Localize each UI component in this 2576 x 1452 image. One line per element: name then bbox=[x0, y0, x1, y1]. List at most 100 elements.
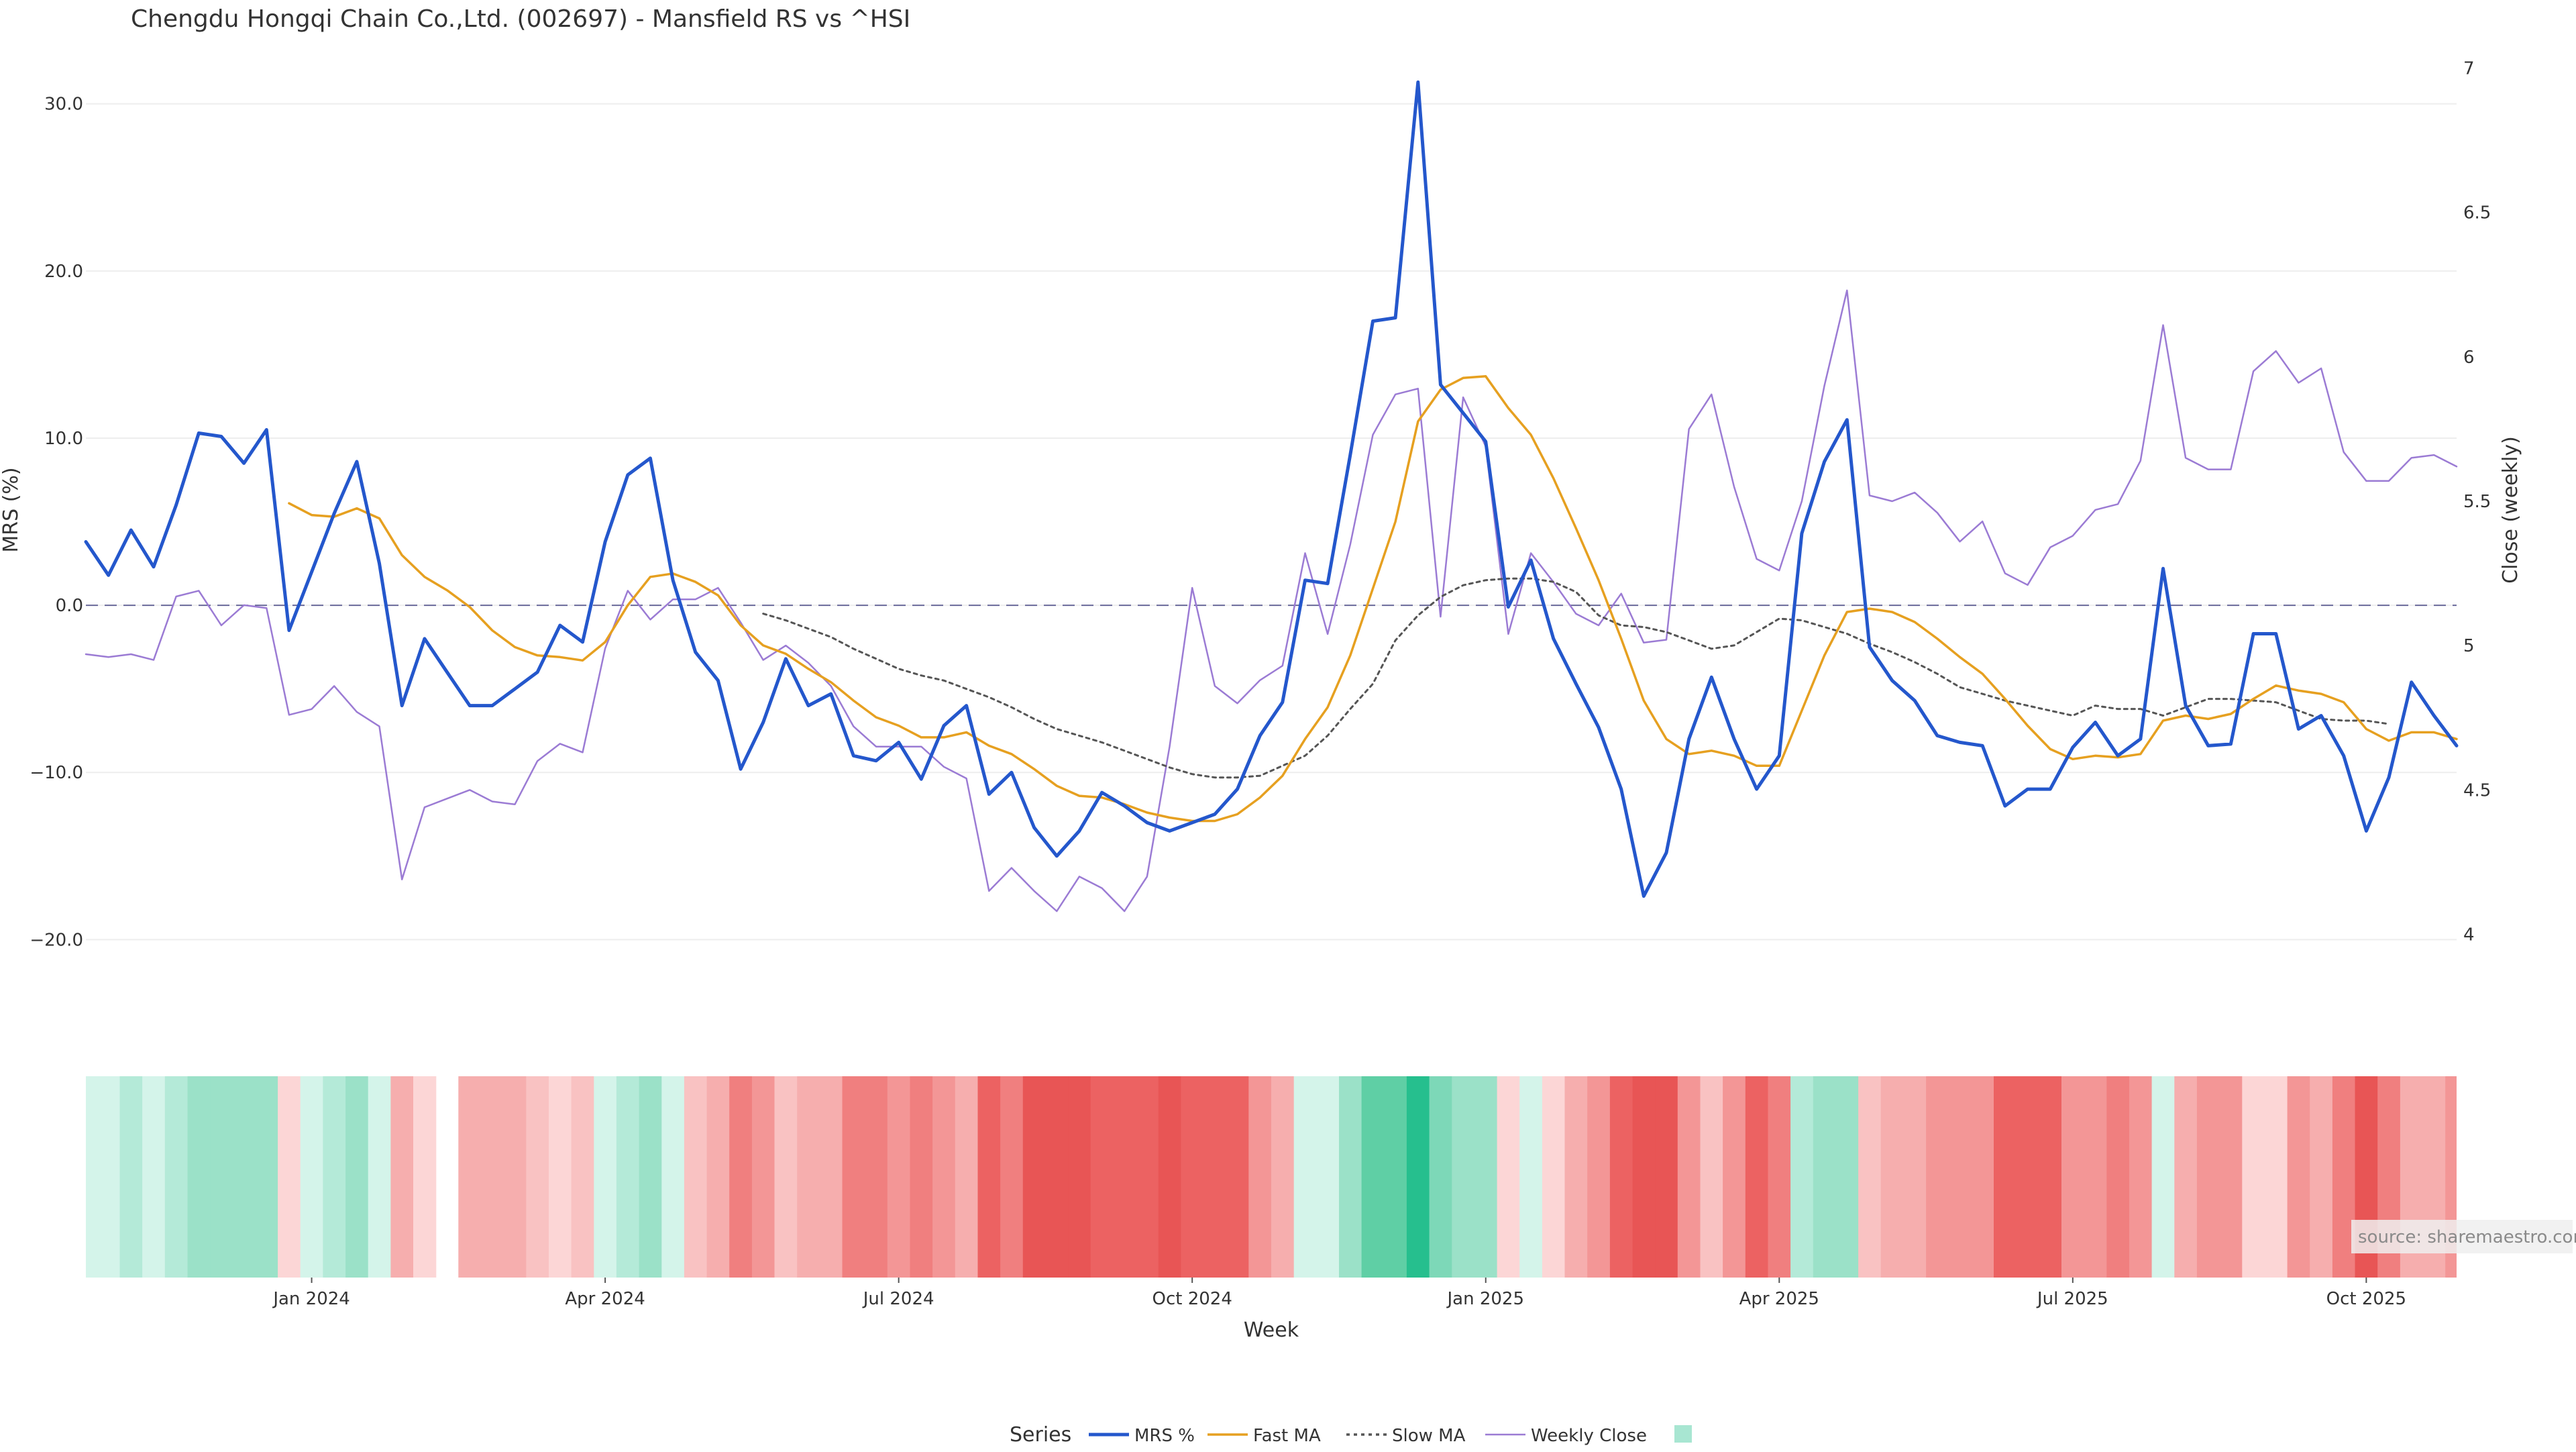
heatmap-cell bbox=[1880, 1076, 1904, 1278]
source-watermark: source: sharemaestro.com bbox=[2351, 1220, 2576, 1253]
heatmap-cell bbox=[210, 1076, 233, 1278]
y-right-tick-label: 6 bbox=[2463, 348, 2475, 368]
y-right-tick-label: 7 bbox=[2463, 59, 2475, 79]
heatmap-cell bbox=[684, 1076, 708, 1278]
heatmap-cell bbox=[2196, 1076, 2220, 1278]
y-left-tick-label: −20.0 bbox=[30, 930, 83, 950]
y-left-tick-label: 0.0 bbox=[56, 596, 83, 616]
heatmap-cell bbox=[503, 1076, 527, 1278]
heatmap-cell bbox=[1519, 1076, 1543, 1278]
x-tick-label: Jan 2025 bbox=[1446, 1289, 1524, 1309]
heatmap-cell bbox=[1406, 1076, 1430, 1278]
heatmap-cell bbox=[1971, 1076, 1994, 1278]
heatmap-cell bbox=[2061, 1076, 2085, 1278]
heatmap-cell bbox=[2129, 1076, 2153, 1278]
heatmap-cell bbox=[661, 1076, 685, 1278]
legend-label: Fast MA bbox=[1253, 1426, 1321, 1446]
heatmap-cell bbox=[1293, 1076, 1317, 1278]
heatmap-cell bbox=[1926, 1076, 1949, 1278]
heatmap-cell bbox=[1677, 1076, 1701, 1278]
heatmap-cell bbox=[97, 1076, 121, 1278]
y-left-tick-label: 20.0 bbox=[44, 262, 83, 282]
y-right-tick-label: 5.5 bbox=[2463, 492, 2491, 512]
heatmap-cell bbox=[2106, 1076, 2130, 1278]
heatmap-cell bbox=[1609, 1076, 1633, 1278]
x-axis-title: Week bbox=[1244, 1318, 1299, 1342]
heatmap-cell bbox=[187, 1076, 211, 1278]
heatmap-cell bbox=[1248, 1076, 1272, 1278]
heatmap-cell bbox=[819, 1076, 843, 1278]
heatmap-cell bbox=[2287, 1076, 2310, 1278]
x-tick-label: Oct 2024 bbox=[1152, 1289, 1232, 1309]
x-tick-label: Jul 2024 bbox=[862, 1289, 934, 1309]
heatmap-cell bbox=[323, 1076, 346, 1278]
heatmap-cell bbox=[1790, 1076, 1814, 1278]
heatmap-cell bbox=[1768, 1076, 1791, 1278]
heatmap-cell bbox=[1136, 1076, 1159, 1278]
heatmap-cell bbox=[119, 1076, 143, 1278]
heatmap-cell bbox=[2039, 1076, 2062, 1278]
heatmap-cell bbox=[142, 1076, 166, 1278]
heatmap-cell bbox=[1452, 1076, 1475, 1278]
x-tick-label: Jan 2024 bbox=[272, 1289, 350, 1309]
heatmap-cell bbox=[1723, 1076, 1746, 1278]
heatmap-cell bbox=[255, 1076, 278, 1278]
heatmap-cell bbox=[1068, 1076, 1091, 1278]
heatmap-cell bbox=[300, 1076, 323, 1278]
heatmap-cell bbox=[729, 1076, 753, 1278]
heatmap-cell bbox=[1339, 1076, 1362, 1278]
y-left-tick-label: 10.0 bbox=[44, 429, 83, 449]
legend-swatch bbox=[1674, 1425, 1692, 1443]
heatmap-cell bbox=[1835, 1076, 1859, 1278]
heatmap-cell bbox=[1271, 1076, 1295, 1278]
y-left-tick-label: 30.0 bbox=[44, 95, 83, 115]
heatmap-cell bbox=[2310, 1076, 2333, 1278]
fast-ma-line bbox=[288, 375, 2458, 823]
heatmap-cell bbox=[2151, 1076, 2175, 1278]
heatmap-cell bbox=[278, 1076, 301, 1278]
source-label: source: sharemaestro.com bbox=[2358, 1227, 2576, 1247]
heatmap-cell bbox=[774, 1076, 798, 1278]
heatmap-cell bbox=[571, 1076, 594, 1278]
heatmap-cell bbox=[1181, 1076, 1204, 1278]
series-layer bbox=[84, 80, 2459, 913]
heatmap-cell bbox=[706, 1076, 730, 1278]
heatmap-cell bbox=[232, 1076, 256, 1278]
heatmap-cell bbox=[1587, 1076, 1611, 1278]
heatmap-cell bbox=[1203, 1076, 1227, 1278]
heatmap-cell bbox=[955, 1076, 979, 1278]
heatmap-cell bbox=[1226, 1076, 1249, 1278]
heatmap-cell bbox=[751, 1076, 775, 1278]
heatmap-cell bbox=[390, 1076, 414, 1278]
y-right-axis-title: Close (weekly) bbox=[2499, 436, 2522, 584]
heatmap-cell bbox=[413, 1076, 437, 1278]
x-axis: Jan 2024 Apr 2024 Jul 2024 Oct 2024 Jan 2025… bbox=[272, 1278, 2406, 1342]
heatmap-cell bbox=[1632, 1076, 1656, 1278]
heatmap-cell bbox=[1022, 1076, 1046, 1278]
heatmap-cell bbox=[1813, 1076, 1837, 1278]
heatmap-cell bbox=[368, 1076, 391, 1278]
heatmap-cell bbox=[1090, 1076, 1114, 1278]
heatmap-cell bbox=[1700, 1076, 1723, 1278]
legend-label: Weekly Close bbox=[1531, 1426, 1647, 1446]
heatmap-cell bbox=[1994, 1076, 2017, 1278]
heatmap-cell bbox=[1745, 1076, 1769, 1278]
heatmap-cell bbox=[1045, 1076, 1069, 1278]
heatmap-cell bbox=[2016, 1076, 2039, 1278]
heatmap-cell bbox=[2084, 1076, 2107, 1278]
heatmap-cell bbox=[1655, 1076, 1678, 1278]
weekly-close-line bbox=[85, 289, 2458, 913]
slow-ma-line bbox=[762, 577, 2390, 779]
heatmap-cell bbox=[594, 1076, 617, 1278]
heatmap-cell bbox=[458, 1076, 482, 1278]
heatmap-cell bbox=[932, 1076, 956, 1278]
x-tick-label: Jul 2025 bbox=[2036, 1289, 2108, 1309]
legend-label: MRS % bbox=[1134, 1426, 1195, 1446]
heatmap-cell bbox=[797, 1076, 820, 1278]
heatmap-cell bbox=[2242, 1076, 2265, 1278]
heatmap-cell bbox=[910, 1076, 933, 1278]
heatmap-cell bbox=[1564, 1076, 1588, 1278]
y-right-tick-label: 4.5 bbox=[2463, 780, 2491, 800]
x-tick-label: Oct 2025 bbox=[2326, 1289, 2406, 1309]
